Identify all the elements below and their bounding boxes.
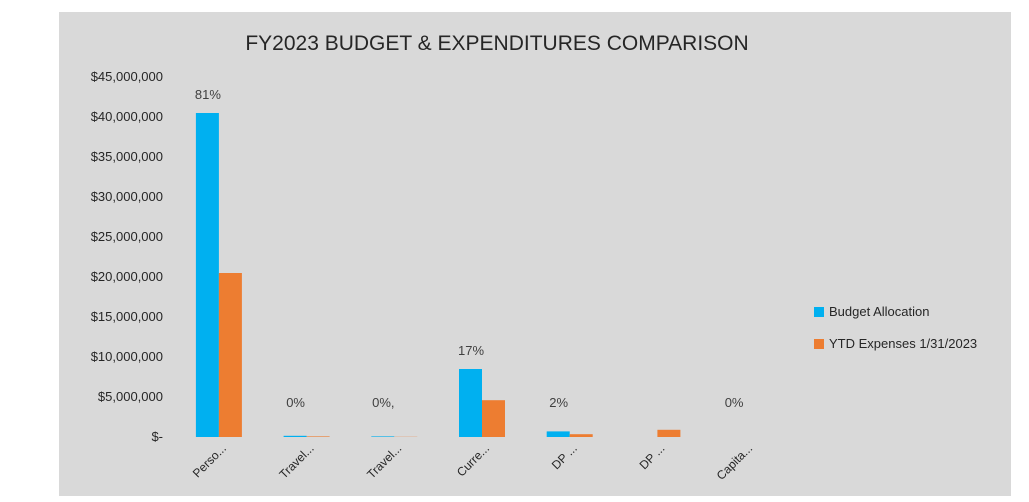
y-tick-label: $40,000,000 [91,109,163,124]
y-tick-label: $5,000,000 [98,389,163,404]
legend-label: Budget Allocation [829,304,929,319]
y-tick-label: $35,000,000 [91,149,163,164]
y-tick-label: $10,000,000 [91,349,163,364]
data-label: 0% [725,395,744,410]
legend-swatch [814,307,824,317]
bar-budget [371,436,395,437]
chart-title: FY2023 BUDGET & EXPENDITURES COMPARISON [245,32,748,55]
y-tick-label: $45,000,000 [91,69,163,84]
bar-ytd [657,429,681,437]
bar-chart: FY2023 BUDGET & EXPENDITURES COMPARISON … [91,32,977,483]
bar-ytd [218,273,242,437]
data-label: 17% [458,343,484,358]
x-axis: Perso... Travel... Travel... Curre... DP ...… [190,441,755,483]
bar-ytd [569,434,593,437]
chart-area: FY2023 BUDGET & EXPENDITURES COMPARISON … [59,12,1011,496]
x-tick-label: Curre... [454,441,492,479]
y-axis: $- $5,000,000 $10,000,000 $15,000,000 $20,00… [91,69,163,444]
x-tick-label: Perso... [190,441,229,480]
x-tick-label: DP ... [549,441,580,472]
data-label: 0% [286,395,305,410]
legend: Budget Allocation YTD Expenses 1/31/2023 [814,304,977,351]
bar-budget [546,431,570,437]
bar-ytd [482,400,505,437]
bar-budget [195,113,219,437]
y-tick-label: $- [151,429,163,444]
x-tick-label: Capita... [714,441,756,483]
legend-label: YTD Expenses 1/31/2023 [829,336,977,351]
x-tick-label: Travel... [276,441,316,481]
x-tick-label: Travel... [364,441,404,481]
data-label: 81% [195,87,221,102]
y-tick-label: $25,000,000 [91,229,163,244]
data-label: 0%, [372,395,394,410]
y-tick-label: $20,000,000 [91,269,163,284]
y-tick-label: $15,000,000 [91,309,163,324]
y-tick-label: $30,000,000 [91,189,163,204]
data-labels: 81% 0% 0%, 17% 2% 0% [195,87,744,410]
bars [195,113,681,437]
bar-budget [459,369,482,437]
legend-swatch [814,339,824,349]
bar-ytd [306,436,330,437]
x-tick-label: DP ... [637,441,668,472]
data-label: 2% [549,395,568,410]
bar-budget [283,435,307,437]
